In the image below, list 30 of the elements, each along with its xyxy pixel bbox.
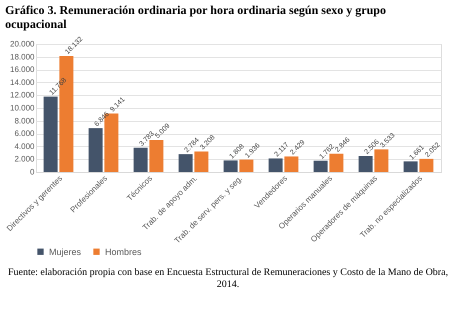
y-tick-label: 18.000 [10,52,36,62]
bar [194,151,208,172]
y-tick-label: 2.000 [14,154,36,164]
text: 2014. [216,279,240,290]
bar [224,160,238,172]
bar [134,148,148,172]
bar [419,158,434,172]
y-tick-label: 10.000 [10,104,36,112]
bar [268,158,283,172]
source-note: Fuente: elaboración propia con base en Encuesta Estructural de Remuneraciones y Costo de la Mano de Obra, [8,267,448,278]
y-tick-label: 6.000 [14,129,36,138]
text: ocupacional [5,17,67,32]
y-tick-label: 20.000 [10,40,36,48]
bar [44,96,58,172]
y-tick-label: 4.000 [14,142,36,151]
legend-label: Hombres [105,246,142,257]
text: Gráfico 3. Remuneración ordinaria por hora ordinaria según sexo y grupo [5,3,386,18]
bar [239,160,254,172]
bar [358,156,373,172]
bar [284,156,298,172]
bar [314,160,328,172]
bar [88,128,103,172]
y-tick-label: 12.000 [10,90,36,100]
bar [404,161,418,172]
y-tick-label: 16.000 [10,65,36,74]
y-tick-label: 8.000 [14,116,36,126]
legend-label: Mujeres [49,246,82,257]
y-tick-label: 0 [30,168,36,176]
y-tick-label: 14.000 [10,78,36,87]
bar [178,154,193,172]
